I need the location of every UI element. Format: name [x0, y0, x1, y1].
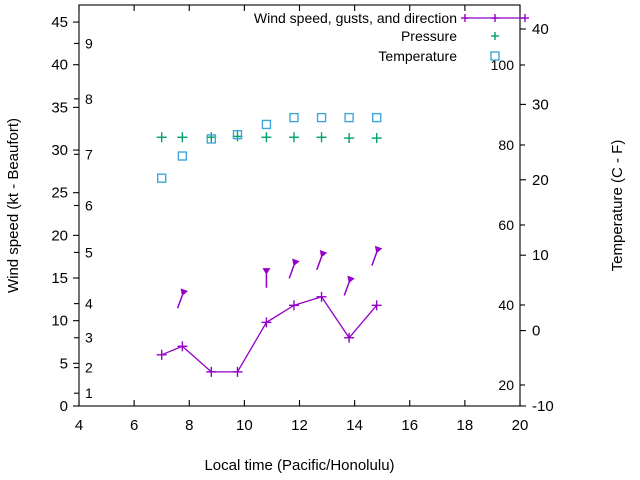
x-tick-label: 6: [130, 417, 138, 434]
wind-direction-arrow-shaft: [371, 252, 378, 266]
legend-marker-2: [490, 51, 500, 61]
x-tick-label: 14: [346, 417, 363, 434]
fahrenheit-label: 80: [498, 137, 514, 153]
x-tick-label: 16: [401, 417, 418, 434]
wind-direction-arrow-head: [180, 288, 189, 296]
x-tick-label: 20: [512, 417, 529, 434]
y-tick-label: 45: [51, 14, 68, 31]
temperature-point: [206, 134, 217, 144]
beaufort-label: 2: [85, 360, 93, 376]
beaufort-label: 5: [85, 244, 93, 260]
y2-axis-title: Temperature (C - F): [609, 140, 626, 272]
fahrenheit-label: 100: [491, 57, 515, 73]
beaufort-label: 3: [85, 330, 93, 346]
celsius-label: 0: [532, 323, 540, 340]
x-axis-title: Local time (Pacific/Honolulu): [204, 457, 394, 474]
wind-direction-arrow-head: [262, 268, 271, 275]
beaufort-label: 8: [85, 91, 93, 107]
wind-direction-arrow-shaft: [316, 256, 323, 271]
celsius-label: 20: [532, 172, 549, 189]
y-tick-label: 0: [60, 398, 68, 415]
y-tick-label: 40: [51, 57, 68, 74]
y-tick-label: 25: [51, 185, 68, 202]
legend-label-2: Temperature: [378, 48, 457, 64]
beaufort-label: 7: [85, 146, 93, 162]
legend-label-0: Wind speed, gusts, and direction: [254, 10, 457, 26]
wind-direction-arrow-head: [374, 245, 383, 254]
temperature-point: [371, 112, 382, 123]
temperature-point: [316, 112, 327, 123]
y-tick-label: 20: [51, 227, 68, 244]
temperature-point: [232, 129, 243, 140]
wind-direction-arrow-head: [292, 258, 300, 267]
y-tick-label: 15: [51, 270, 68, 287]
celsius-label: 10: [532, 247, 549, 264]
x-tick-label: 18: [457, 417, 474, 434]
temperature-point: [177, 151, 188, 161]
wind-direction-arrow-shaft: [288, 264, 295, 279]
wind-direction-arrow-shaft: [176, 294, 184, 309]
celsius-label: -10: [532, 398, 554, 415]
beaufort-label: 9: [85, 35, 93, 51]
fahrenheit-label: 60: [498, 217, 514, 233]
beaufort-label: 1: [85, 385, 93, 401]
y-axis-title: Wind speed (kt - Beaufort): [5, 118, 22, 293]
y-tick-label: 5: [60, 355, 68, 372]
temperature-point: [156, 173, 167, 183]
wind-speed-line: [161, 296, 378, 373]
x-tick-label: 8: [185, 417, 193, 434]
legend-label-1: Pressure: [401, 28, 457, 44]
plot-frame: [78, 4, 521, 407]
celsius-label: 40: [532, 21, 549, 38]
y-tick-label: 30: [51, 142, 68, 159]
fahrenheit-label: 20: [498, 377, 514, 393]
temperature-point: [344, 112, 354, 123]
temperature-point: [261, 119, 272, 130]
y-tick-label: 35: [51, 99, 68, 116]
temperature-point: [289, 112, 299, 123]
beaufort-label: 6: [85, 198, 93, 214]
celsius-label: 30: [532, 96, 549, 113]
fahrenheit-label: 40: [498, 297, 514, 313]
x-tick-label: 4: [75, 417, 83, 434]
wind-direction-arrow-head: [319, 250, 328, 258]
y-tick-label: 10: [51, 313, 68, 330]
x-tick-label: 12: [291, 417, 308, 434]
wind-direction-arrow-head: [347, 275, 355, 284]
wind-direction-arrow-shaft: [343, 282, 350, 296]
x-tick-label: 10: [236, 417, 253, 434]
beaufort-label: 4: [85, 296, 93, 312]
